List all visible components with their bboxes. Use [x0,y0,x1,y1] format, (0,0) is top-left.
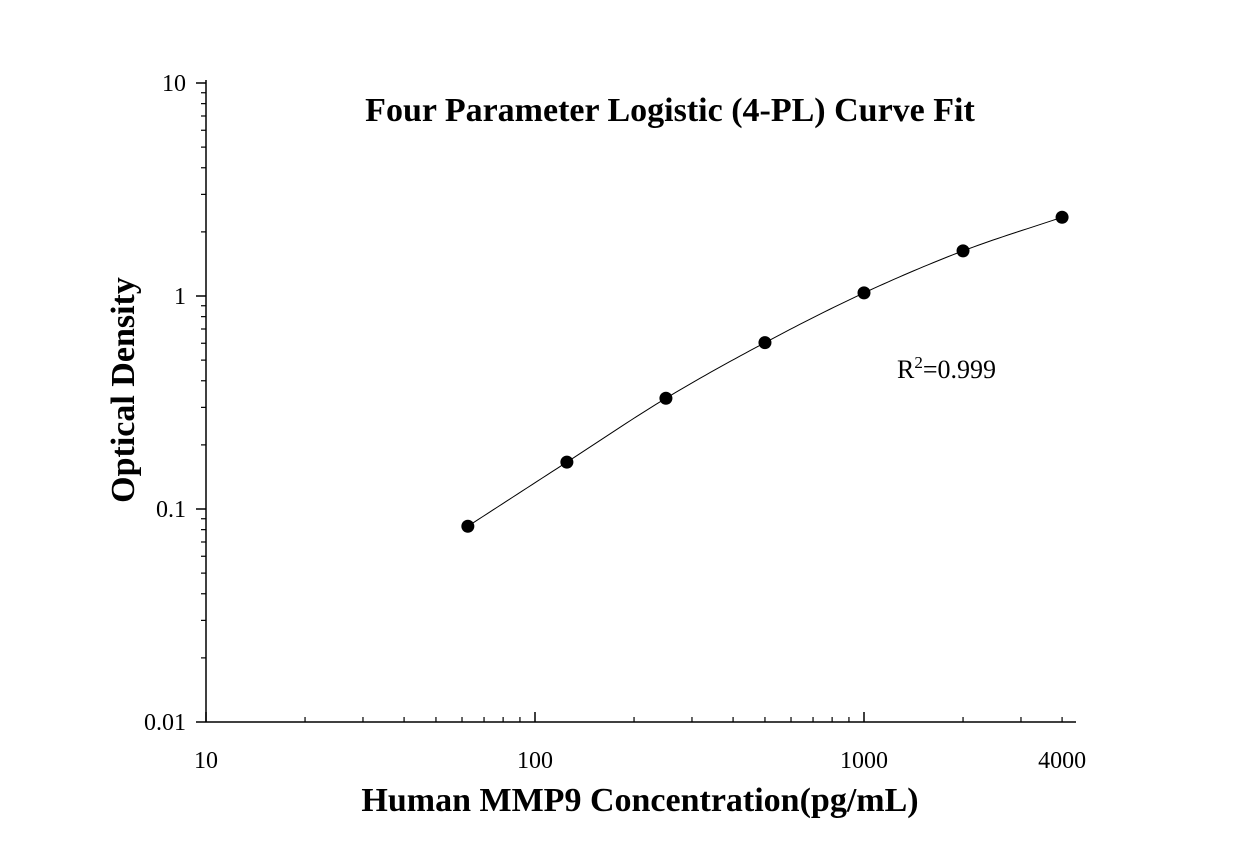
y-tick-label: 0.1 [156,497,186,523]
y-tick-label: 10 [162,71,186,97]
data-point [659,391,673,405]
data-point [857,286,871,300]
x-tick-label: 100 [517,748,553,774]
y-tick-label: 1 [174,284,186,310]
x-axis-label: Human MMP9 Concentration(pg/mL) [361,782,918,819]
plot-area: 0.01 0.1 1 10 10 100 1000 4000 [144,71,1086,774]
x-tick-label: 1000 [840,748,888,774]
r-squared-superscript: 2 [914,353,923,372]
data-point [1055,210,1069,224]
data-point [560,455,574,469]
y-axis-label: Optical Density [105,277,142,503]
x-tick-label: 10 [194,748,218,774]
r-squared-annotation: R2=0.999 [897,353,996,384]
y-tick-label: 0.01 [144,710,186,736]
data-point [758,336,772,350]
r-squared-value: =0.999 [923,355,996,384]
r-squared-prefix: R [897,355,915,384]
chart-title: Four Parameter Logistic (4-PL) Curve Fit [365,92,975,129]
data-point [461,519,475,533]
data-point [956,244,970,258]
x-tick-label: 4000 [1038,748,1086,774]
